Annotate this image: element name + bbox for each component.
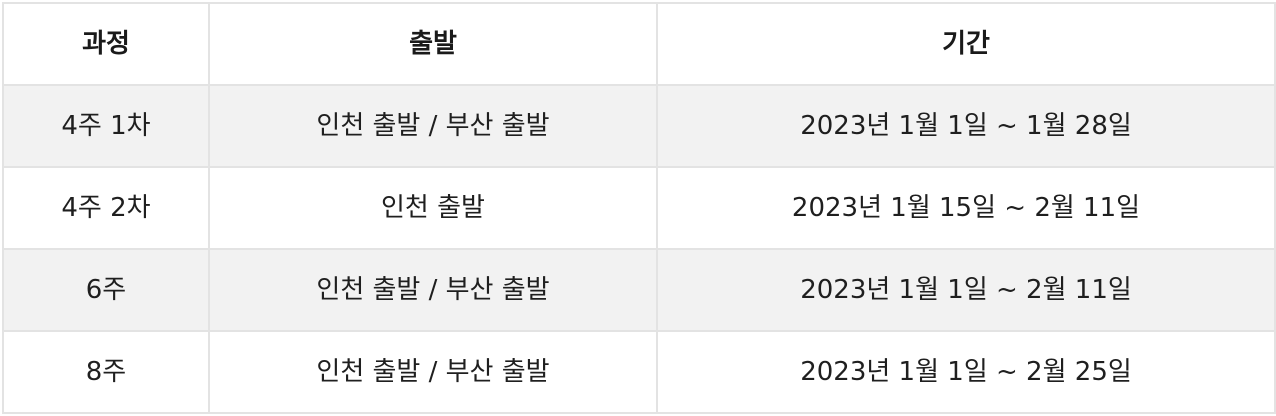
cell-course: 8주 [2,330,210,414]
cell-course: 4주 2차 [2,166,210,250]
header-period: 기간 [656,2,1276,86]
header-row: 과정 출발 기간 [2,2,1276,86]
table-body: 4주 1차 인천 출발 / 부산 출발 2023년 1월 1일 ~ 1월 28일… [2,84,1276,414]
table-row: 4주 1차 인천 출발 / 부산 출발 2023년 1월 1일 ~ 1월 28일 [2,84,1276,168]
table-row: 6주 인천 출발 / 부산 출발 2023년 1월 1일 ~ 2월 11일 [2,248,1276,332]
cell-departure: 인천 출발 / 부산 출발 [208,248,658,332]
table-header: 과정 출발 기간 [2,2,1276,86]
cell-period: 2023년 1월 1일 ~ 1월 28일 [656,84,1276,168]
table-row: 8주 인천 출발 / 부산 출발 2023년 1월 1일 ~ 2월 25일 [2,330,1276,414]
header-departure: 출발 [208,2,658,86]
cell-course: 4주 1차 [2,84,210,168]
table-row: 4주 2차 인천 출발 2023년 1월 15일 ~ 2월 11일 [2,166,1276,250]
cell-period: 2023년 1월 15일 ~ 2월 11일 [656,166,1276,250]
cell-departure: 인천 출발 [208,166,658,250]
header-course: 과정 [2,2,210,86]
cell-period: 2023년 1월 1일 ~ 2월 25일 [656,330,1276,414]
cell-course: 6주 [2,248,210,332]
cell-departure: 인천 출발 / 부산 출발 [208,330,658,414]
cell-departure: 인천 출발 / 부산 출발 [208,84,658,168]
cell-period: 2023년 1월 1일 ~ 2월 11일 [656,248,1276,332]
